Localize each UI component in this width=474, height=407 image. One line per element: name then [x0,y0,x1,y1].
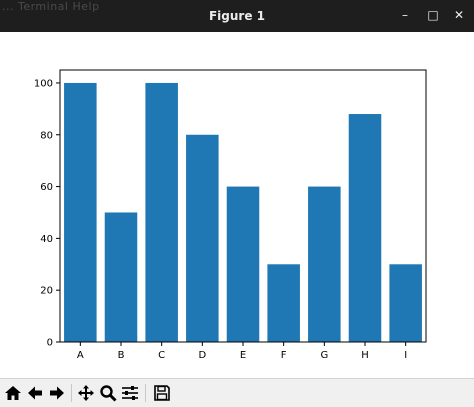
sliders-icon [122,386,138,400]
close-icon: ✕ [453,8,465,22]
background-window-menu: ... Terminal Help [2,0,100,13]
bar-F [267,264,300,342]
home-button[interactable] [3,383,23,403]
window-title: Figure 1 [208,9,266,23]
zoom-button[interactable] [98,383,118,403]
y-tick-label: 100 [34,78,53,89]
x-tick-label: I [404,350,407,361]
back-arrow-icon [28,386,42,400]
bar-H [348,114,382,343]
close-button[interactable]: ✕ [452,8,466,22]
y-tick-label: 80 [40,130,53,141]
back-button[interactable] [25,383,45,403]
forward-button[interactable] [47,383,67,403]
pan-move-icon [78,385,94,401]
x-tick-label: C [158,350,165,361]
x-tick-label: E [240,350,246,361]
minimize-button[interactable]: – [398,8,412,22]
maximize-button[interactable]: □ [426,8,440,22]
maximize-icon: □ [427,8,439,22]
bar-E [226,186,260,342]
navigation-toolbar [0,378,474,407]
toolbar-separator [71,384,72,402]
window-titlebar[interactable]: ... Terminal Help Figure 1 – □ ✕ [0,0,474,32]
bar-G [308,186,341,342]
bar-B [104,212,138,342]
save-button[interactable] [152,383,172,403]
bar-C [145,82,178,342]
configure-subplots-button[interactable] [120,383,140,403]
home-icon [5,386,21,400]
x-tick-label: D [198,350,206,361]
bar-A [64,82,97,342]
toolbar-separator [145,384,146,402]
x-tick-label: A [77,350,84,361]
y-tick-label: 40 [40,234,53,245]
zoom-magnifier-icon [100,385,117,402]
bar-D [186,134,219,342]
x-tick-label: G [320,350,328,361]
minimize-icon: – [402,8,408,22]
x-tick-label: H [361,350,369,361]
x-tick-label: B [118,350,125,361]
bar-I [389,264,422,342]
save-floppy-icon [154,385,170,401]
y-tick-label: 0 [47,338,53,349]
pan-button[interactable] [76,383,96,403]
y-tick-label: 20 [40,286,53,297]
forward-arrow-icon [50,386,64,400]
y-tick-label: 60 [40,182,53,193]
figure-canvas[interactable]: 0 20 40 60 80 100 A B C D E F G H I [0,32,474,378]
bar-chart: 0 20 40 60 80 100 A B C D E F G H I [34,69,427,361]
x-tick-label: F [281,350,287,361]
